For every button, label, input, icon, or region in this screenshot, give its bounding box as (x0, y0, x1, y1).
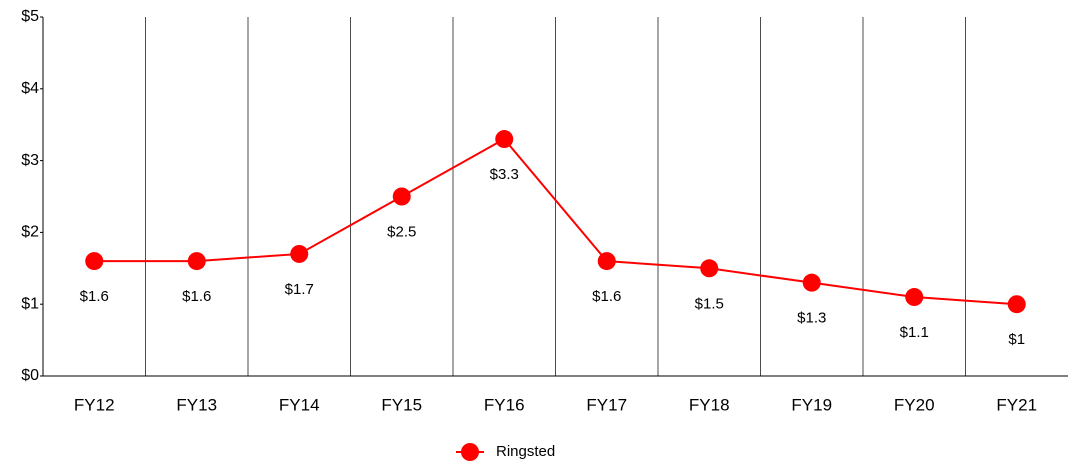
data-label: $1.5 (695, 295, 724, 312)
point (905, 288, 924, 307)
data-label: $1.6 (80, 288, 109, 305)
point (700, 259, 719, 278)
data-label: $1.1 (900, 324, 929, 341)
y-tick-label: $0 (21, 367, 39, 384)
x-tick-label: FY16 (484, 395, 525, 414)
point (597, 252, 616, 271)
point (290, 244, 309, 263)
y-tick-label: $2 (21, 224, 39, 241)
y-tick-label: $3 (21, 152, 39, 169)
data-label: $2.5 (387, 223, 416, 240)
y-tick-label: $5 (21, 8, 39, 25)
point (187, 252, 206, 271)
x-tick-label: FY17 (586, 395, 627, 414)
data-label: $3.3 (490, 166, 519, 183)
point (392, 187, 411, 206)
data-label: $1.6 (182, 288, 211, 305)
legend-label: Ringsted (496, 443, 555, 460)
point (495, 130, 514, 149)
line (94, 137, 1017, 306)
data-label: $1.7 (285, 281, 314, 298)
legend-marker (461, 443, 479, 461)
x-tick-label: FY15 (381, 395, 422, 414)
point (802, 273, 821, 292)
y-tick-label: $1 (21, 295, 39, 312)
x-tick-label: FY13 (176, 395, 217, 414)
point (1007, 295, 1026, 314)
x-tick-label: FY19 (791, 395, 832, 414)
point (85, 252, 104, 271)
data-label: $1.3 (797, 310, 826, 327)
x-tick-label: FY18 (689, 395, 730, 414)
y-tick-label: $4 (21, 80, 39, 97)
data-label: $1.6 (592, 288, 621, 305)
x-tick-label: FY21 (996, 395, 1037, 414)
x-tick-label: FY12 (74, 395, 115, 414)
data-label: $1 (1008, 331, 1025, 348)
x-tick-label: FY20 (894, 395, 935, 414)
x-tick-label: FY14 (279, 395, 320, 414)
